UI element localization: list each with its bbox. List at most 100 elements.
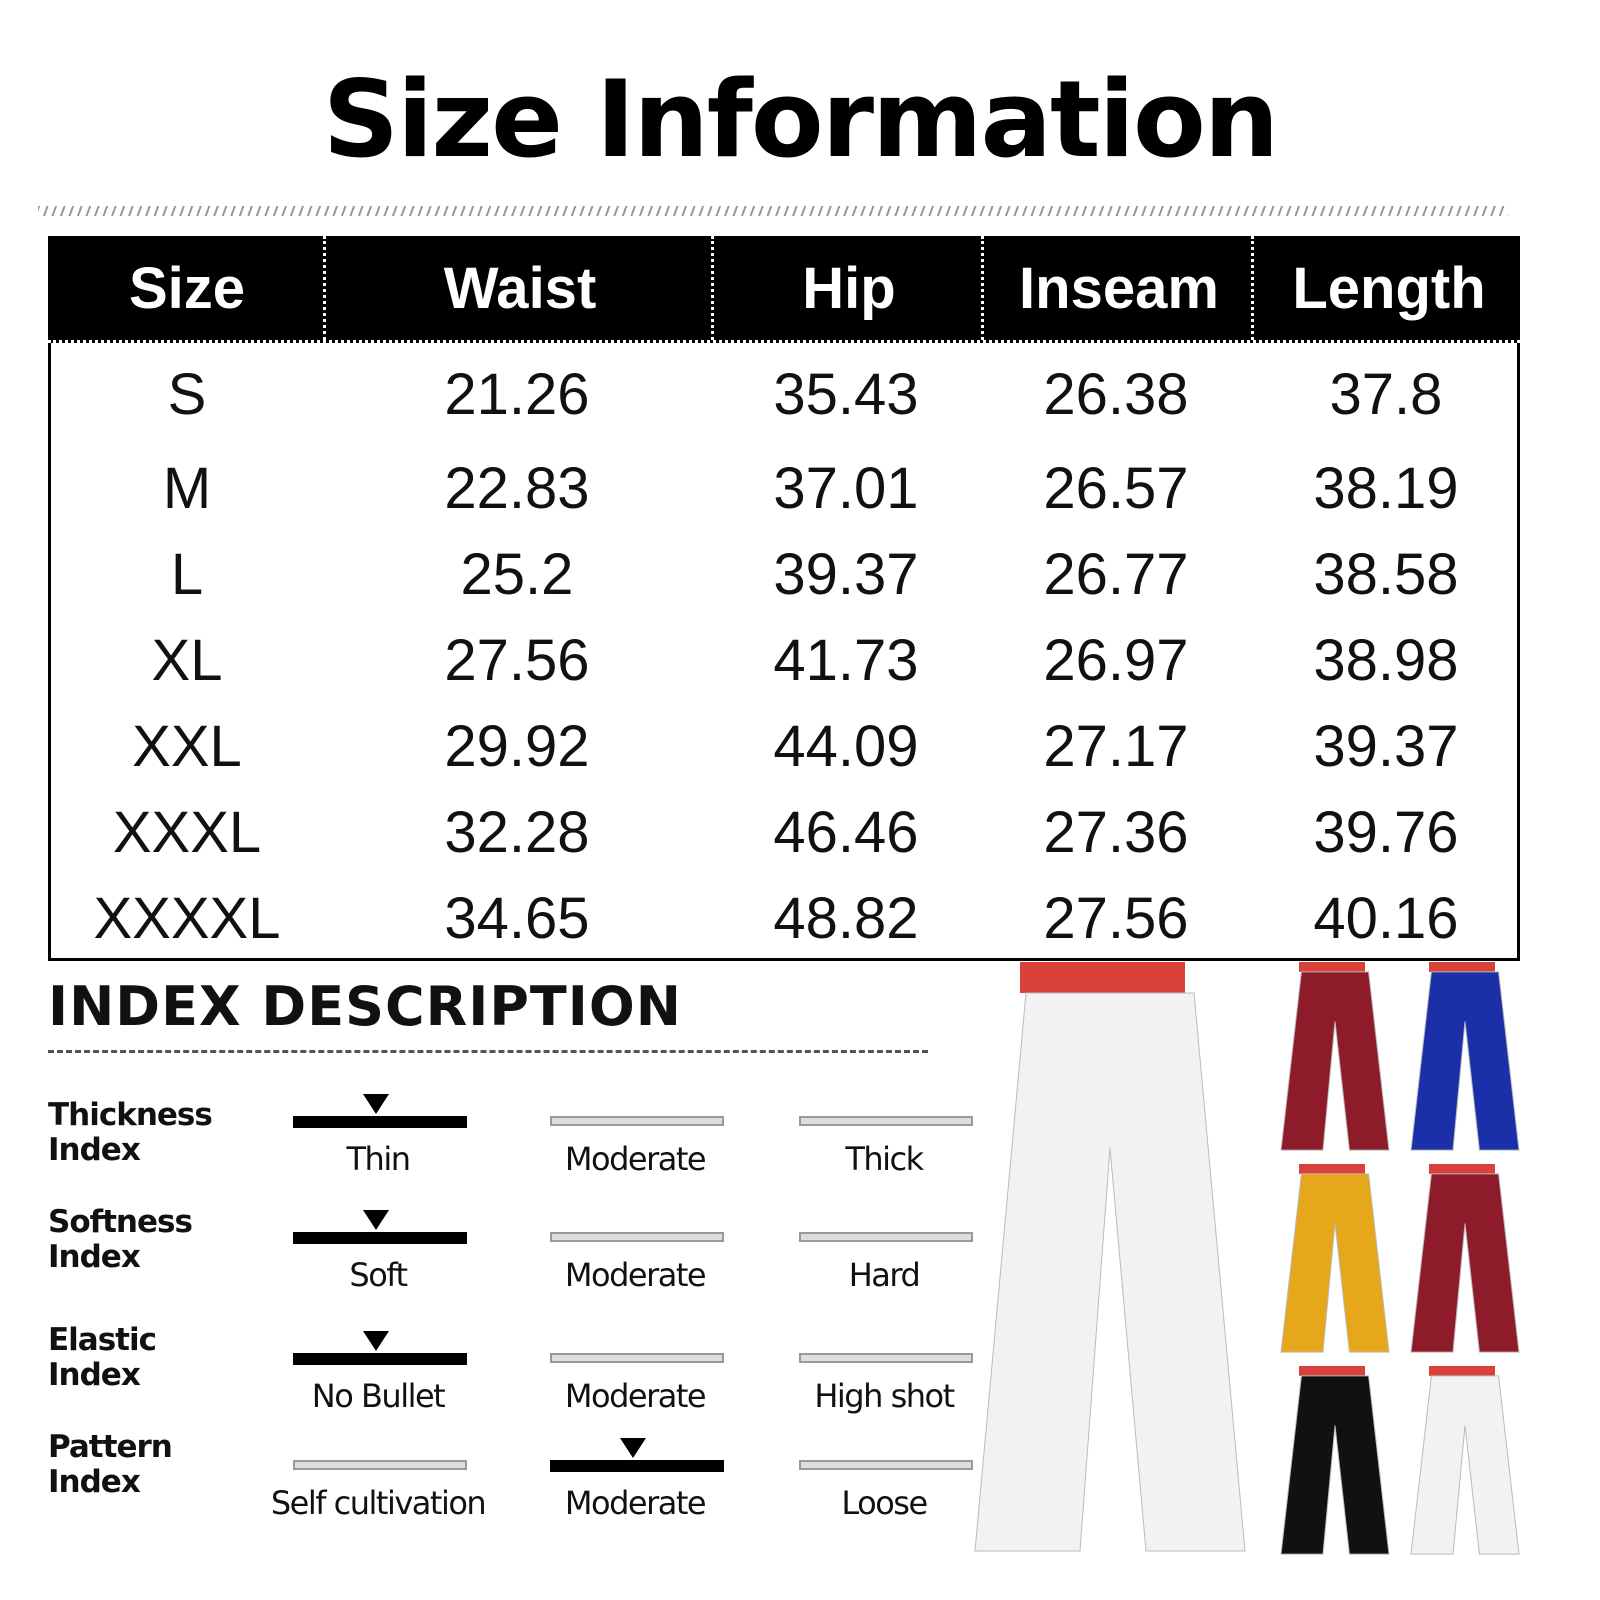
table-cell: 37.01	[773, 456, 919, 521]
table-cell: 37.8	[1329, 362, 1443, 427]
table-cell: 26.57	[1043, 456, 1189, 521]
table-cell: 26.38	[1043, 362, 1189, 427]
column-header: Hip	[711, 236, 984, 340]
index-label-line1: Softness	[48, 1204, 193, 1240]
table-cell: 39.37	[1313, 714, 1459, 779]
index-label-line1: Pattern	[48, 1429, 173, 1465]
table-cell: 39.76	[1313, 800, 1459, 865]
color-variant-photo	[1280, 1366, 1390, 1555]
table-cell: 27.56	[444, 628, 590, 693]
table-cell: 38.19	[1313, 456, 1459, 521]
index-label: Elastic Index	[48, 1322, 157, 1393]
index-bar	[550, 1460, 724, 1472]
index-bar	[550, 1116, 724, 1126]
hatch-divider	[38, 206, 1508, 216]
index-label-line1: Thickness	[48, 1097, 213, 1133]
table-row: L 25.2 39.37 26.77 38.58	[51, 532, 1517, 618]
table-row: XXXXL 34.65 48.82 27.56 40.16	[51, 876, 1517, 962]
color-variant-photo	[1280, 962, 1390, 1151]
product-photos	[974, 962, 1520, 1555]
table-cell: 26.77	[1043, 542, 1189, 607]
index-option-label: Soft	[349, 1256, 408, 1294]
index-option-label: Moderate	[564, 1140, 707, 1178]
index-bar	[293, 1116, 467, 1128]
table-cell: L	[170, 542, 204, 607]
selected-marker-icon	[363, 1331, 389, 1351]
table-cell: 32.28	[444, 800, 590, 865]
index-label-line1: Elastic	[48, 1322, 157, 1358]
table-cell: 29.92	[444, 714, 590, 779]
table-cell: 39.37	[773, 542, 919, 607]
table-cell: S	[167, 362, 207, 427]
index-bar	[293, 1460, 467, 1470]
table-cell: 46.46	[773, 800, 919, 865]
table-row: M 22.83 37.01 26.57 38.19	[51, 446, 1517, 532]
table-cell: 26.97	[1043, 628, 1189, 693]
table-row: XXL 29.92 44.09 27.17 39.37	[51, 704, 1517, 790]
table-row: XXXL 32.28 46.46 27.36 39.76	[51, 790, 1517, 876]
dashed-divider	[48, 1050, 928, 1053]
index-bar	[550, 1353, 724, 1363]
main-pants-photo	[974, 962, 1246, 1552]
table-cell: M	[162, 456, 212, 521]
color-variant-photo	[1410, 962, 1520, 1151]
index-option-label: High shot	[814, 1377, 955, 1415]
selected-marker-icon	[363, 1210, 389, 1230]
table-cell: 40.16	[1313, 886, 1459, 951]
table-cell: 27.36	[1043, 800, 1189, 865]
index-label-line2: Index	[48, 1357, 141, 1393]
table-cell: XL	[151, 628, 223, 693]
index-label-line2: Index	[48, 1464, 141, 1500]
table-cell: XXXXL	[93, 886, 281, 951]
color-variant-photo	[1410, 1164, 1520, 1353]
index-option-label: Loose	[841, 1484, 928, 1522]
index-bar	[293, 1353, 467, 1365]
table-cell: 25.2	[460, 542, 574, 607]
index-option-label: Thin	[346, 1140, 412, 1178]
table-row: XL 27.56 41.73 26.97 38.98	[51, 618, 1517, 704]
column-header: Length	[1251, 236, 1524, 340]
index-option-label: Moderate	[564, 1484, 707, 1522]
table-cell: 44.09	[773, 714, 919, 779]
column-header: Size	[128, 256, 246, 321]
table-cell: 41.73	[773, 628, 919, 693]
selected-marker-icon	[363, 1094, 389, 1114]
table-cell: 38.58	[1313, 542, 1459, 607]
index-option-label: Moderate	[564, 1377, 707, 1415]
index-bar	[799, 1116, 973, 1126]
index-label: Softness Index	[48, 1204, 193, 1275]
table-cell: 38.98	[1313, 628, 1459, 693]
index-label: Thickness Index	[48, 1097, 213, 1168]
table-row: S 21.26 35.43 26.38 37.8	[51, 352, 1517, 438]
index-bar	[799, 1460, 973, 1470]
table-cell: 27.56	[1043, 886, 1189, 951]
index-option-label: Thick	[845, 1140, 924, 1178]
table-cell: 27.17	[1043, 714, 1189, 779]
index-option-label: Moderate	[564, 1256, 707, 1294]
index-option-label: Hard	[848, 1256, 921, 1294]
table-cell: 34.65	[444, 886, 590, 951]
table-cell: XXXL	[112, 800, 262, 865]
index-bar	[799, 1232, 973, 1242]
index-label-line2: Index	[48, 1132, 141, 1168]
index-option-label: Self cultivation	[270, 1484, 487, 1522]
table-cell: 48.82	[773, 886, 919, 951]
table-cell: 22.83	[444, 456, 590, 521]
index-option-label: No Bullet	[311, 1377, 446, 1415]
index-bar	[799, 1353, 973, 1363]
column-header: Waist	[323, 236, 714, 340]
table-cell: 35.43	[773, 362, 919, 427]
column-header: Inseam	[981, 236, 1254, 340]
index-label: Pattern Index	[48, 1429, 173, 1500]
index-title: INDEX DESCRIPTION	[48, 975, 682, 1038]
selected-marker-icon	[620, 1438, 646, 1458]
table-header: Size Waist Hip Inseam Length	[48, 236, 1520, 343]
table-cell: 21.26	[444, 362, 590, 427]
page-title: Size Information	[322, 58, 1280, 181]
color-variant-photo	[1410, 1366, 1520, 1555]
table-cell: XXL	[132, 714, 242, 779]
index-label-line2: Index	[48, 1239, 141, 1275]
color-variant-photo	[1280, 1164, 1390, 1353]
size-table: Size Waist Hip Inseam Length S 21.26 35.43 26.3…	[48, 236, 1520, 961]
